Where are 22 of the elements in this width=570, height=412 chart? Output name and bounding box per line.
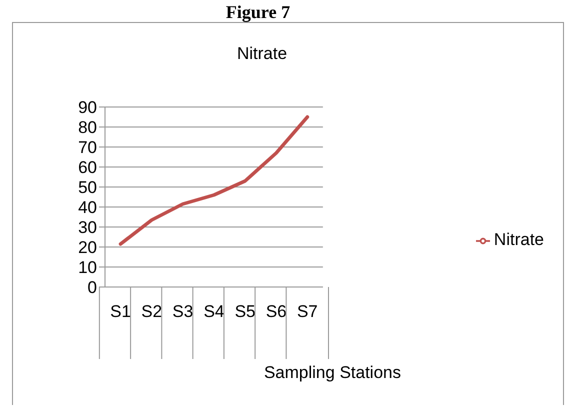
y-tick-label: 40 [78, 198, 97, 218]
y-tick-label: 70 [78, 138, 97, 158]
x-tick-label: S2 [141, 302, 162, 321]
caption: Figure 7 [224, 2, 292, 23]
x-tick-label: S3 [172, 302, 194, 321]
chart-title: Nitrate [236, 44, 288, 64]
y-tick-label: 0 [88, 278, 97, 298]
legend-label: Nitrate [494, 230, 544, 249]
x-tick-label: S4 [204, 302, 224, 321]
x-axis-title: Sampling Stations [262, 363, 401, 383]
line-series [118, 115, 310, 246]
x-tick-label: S1 [110, 302, 131, 321]
x-tick-label: S7 [296, 302, 318, 321]
y-tick-label: 50 [78, 178, 97, 198]
x-tick-label: S6 [266, 302, 287, 321]
y-tick-label: 20 [78, 238, 97, 258]
x-tick-label: S5 [234, 302, 256, 321]
y-tick-label: 80 [78, 118, 97, 138]
y-tick-label: 10 [78, 258, 97, 278]
y-tick-label: 90 [78, 98, 97, 118]
y-tick-label: 30 [78, 218, 97, 238]
y-tick-label: 60 [78, 158, 97, 178]
